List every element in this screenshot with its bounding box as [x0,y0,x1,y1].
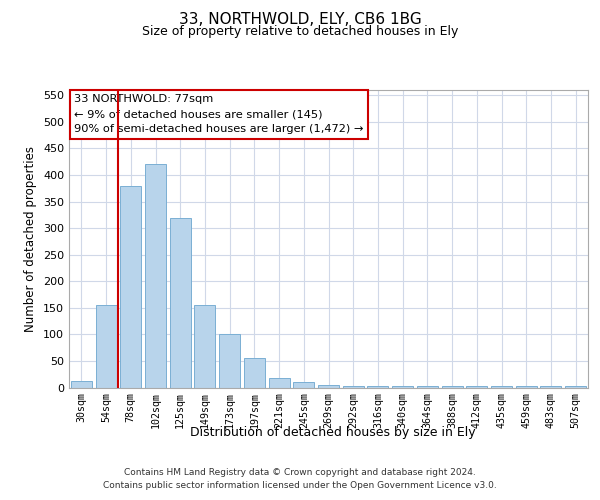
Bar [244,358,265,388]
Bar [219,334,240,388]
Bar [293,382,314,388]
Bar [269,378,290,388]
Bar [516,386,537,388]
Bar [367,386,388,388]
Bar [318,385,339,388]
Bar [541,386,562,388]
Bar [170,218,191,388]
Bar [442,386,463,388]
Bar [145,164,166,388]
Bar [71,381,92,388]
Text: Distribution of detached houses by size in Ely: Distribution of detached houses by size … [190,426,476,439]
Bar [417,386,438,388]
Bar [194,305,215,388]
Bar [565,386,586,388]
Text: Size of property relative to detached houses in Ely: Size of property relative to detached ho… [142,25,458,38]
Bar [343,386,364,388]
Y-axis label: Number of detached properties: Number of detached properties [25,146,37,332]
Bar [466,386,487,388]
Bar [392,386,413,388]
Text: 33 NORTHWOLD: 77sqm
← 9% of detached houses are smaller (145)
90% of semi-detach: 33 NORTHWOLD: 77sqm ← 9% of detached hou… [74,94,364,134]
Text: Contains public sector information licensed under the Open Government Licence v3: Contains public sector information licen… [103,480,497,490]
Bar [95,305,116,388]
Bar [120,186,141,388]
Bar [491,386,512,388]
Text: 33, NORTHWOLD, ELY, CB6 1BG: 33, NORTHWOLD, ELY, CB6 1BG [179,12,421,28]
Text: Contains HM Land Registry data © Crown copyright and database right 2024.: Contains HM Land Registry data © Crown c… [124,468,476,477]
